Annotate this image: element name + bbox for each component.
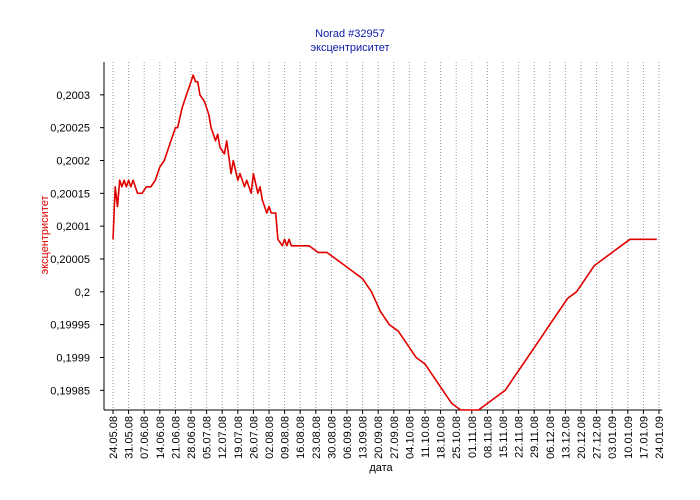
x-tick-label: 01.11.08 — [467, 416, 479, 458]
x-tick-label: 21.06.08 — [170, 416, 182, 459]
x-tick-label: 10.01.09 — [623, 416, 635, 459]
x-tick-label: 06.09.08 — [342, 416, 354, 459]
y-tick-label: 0,19995 — [50, 320, 90, 332]
x-tick-label: 29.11.08 — [529, 416, 541, 458]
x-tick-label: 17.01.09 — [638, 416, 650, 459]
x-tick-label: 13.12.08 — [560, 416, 572, 459]
y-tick-label: 0,19985 — [50, 385, 90, 397]
x-tick-label: 24.05.08 — [108, 416, 120, 459]
x-tick-label: 06.12.08 — [545, 416, 557, 459]
x-tick-label: 03.01.09 — [607, 416, 619, 459]
x-tick-label: 02.08.08 — [264, 416, 276, 459]
x-tick-label: 11.10.08 — [420, 416, 432, 458]
x-tick-label: 23.08.08 — [311, 416, 323, 459]
x-tick-label: 30.08.08 — [326, 416, 338, 459]
y-tick-label: 0,20015 — [50, 188, 90, 200]
x-tick-label: 26.07.08 — [248, 416, 260, 459]
x-tick-label: 05.07.08 — [202, 416, 214, 459]
x-tick-label: 20.09.08 — [373, 416, 385, 459]
plot-area: 24.05.08 31.05.08 07.06.08 14.06.08 21.06.08… — [50, 62, 666, 459]
y-tick-label: 0,20025 — [50, 123, 90, 135]
x-tick-label: 15.11.08 — [498, 416, 510, 458]
x-axis-label: дата — [369, 462, 393, 474]
x-tick-label: 14.06.08 — [155, 416, 167, 459]
y-tick-label: 0,2002 — [56, 155, 90, 167]
x-tick-label: 22.11.08 — [514, 416, 526, 458]
x-tick-label: 13.09.08 — [358, 416, 370, 459]
x-tick-label: 27.09.08 — [389, 416, 401, 459]
y-tick-label: 0,2 — [75, 287, 90, 299]
x-tick-label: 27.12.08 — [592, 416, 604, 459]
x-tick-label: 08.11.08 — [482, 416, 494, 458]
y-tick-label: 0,1999 — [56, 352, 90, 364]
x-tick-label: 07.06.08 — [139, 416, 151, 459]
y-tick-label: 0,20005 — [50, 254, 90, 266]
x-tick-label: 28.06.08 — [186, 416, 198, 459]
x-tick-label: 16.08.08 — [295, 416, 307, 459]
x-tick-label: 04.10.08 — [404, 416, 416, 459]
x-tick-label: 25.10.08 — [451, 416, 463, 459]
x-tick-label: 20.12.08 — [576, 416, 588, 459]
series-line-0 — [112, 74, 657, 411]
y-tick-label: 0,2003 — [56, 90, 90, 102]
x-tick-label: 31.05.08 — [124, 416, 136, 459]
chart-subtitle: эксцентриситет — [310, 42, 389, 54]
x-tick-label: 12.07.08 — [217, 416, 229, 459]
x-tick-label: 09.08.08 — [280, 416, 292, 459]
x-tick-label: 24.01.09 — [654, 416, 666, 459]
y-axis-label: эксцентриситет — [39, 195, 51, 274]
y-tick-label: 0,2001 — [56, 221, 90, 233]
x-tick-label: 19.07.08 — [233, 416, 245, 459]
chart-title: Norad #32957 — [315, 28, 385, 40]
x-tick-label: 18.10.08 — [436, 416, 448, 459]
